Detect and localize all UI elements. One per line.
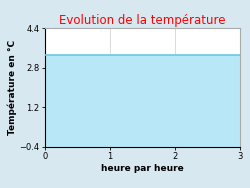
Title: Evolution de la température: Evolution de la température (59, 14, 226, 27)
Y-axis label: Température en °C: Température en °C (7, 40, 16, 135)
X-axis label: heure par heure: heure par heure (101, 164, 184, 173)
